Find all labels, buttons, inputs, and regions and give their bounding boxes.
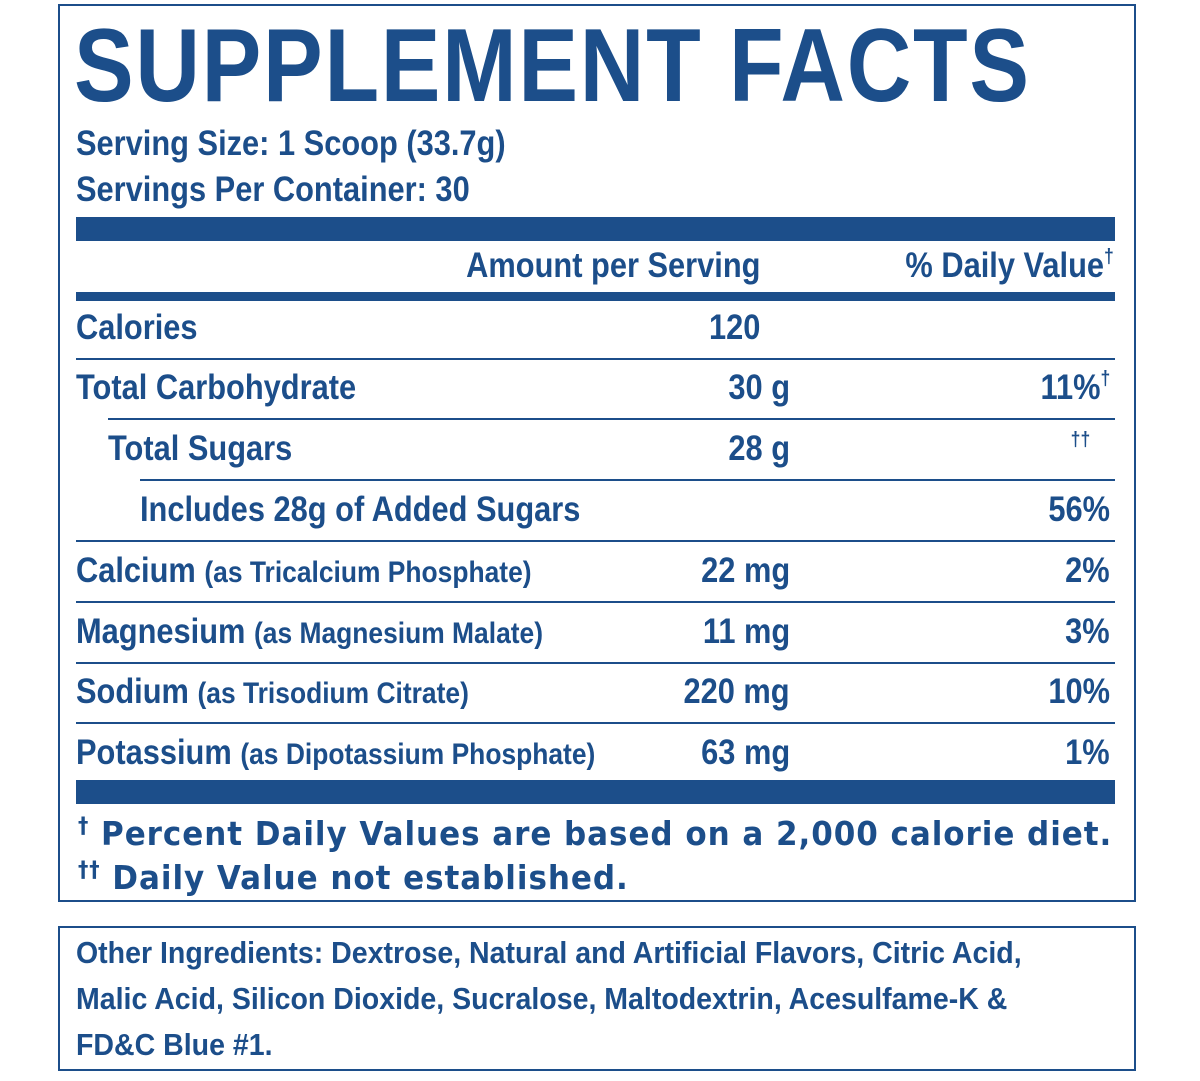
nutrient-label: Total Carbohydrate — [76, 368, 357, 407]
footnote-not-established: †† Daily Value not established. — [78, 858, 629, 897]
nutrient-source: (as Tricalcium Phosphate) — [204, 556, 532, 589]
nutrient-source: (as Magnesium Malate) — [254, 617, 544, 650]
nutrient-daily-value: †† — [1070, 429, 1090, 451]
nutrient-amount: 28 g — [728, 429, 790, 468]
nutrient-amount: 22 mg — [700, 551, 790, 590]
thick-bar-top — [76, 217, 1115, 241]
servings-per-container: Servings Per Container: 30 — [76, 170, 470, 209]
nutrient-amount: 120 — [708, 308, 760, 347]
nutrient-daily-value: 10% — [1048, 672, 1110, 711]
other-ingredients-list: Dextrose, Natural and Artificial Flavors… — [76, 935, 1022, 1062]
dv-header: % Daily Value† — [905, 246, 1114, 285]
nutrient-amount: 11 mg — [702, 612, 790, 651]
nutrient-label: Total Sugars — [108, 429, 293, 468]
panel-title: SUPPLEMENT FACTS — [74, 8, 1031, 124]
nutrient-source: (as Trisodium Citrate) — [197, 677, 469, 710]
supplement-facts-panel: SUPPLEMENT FACTS Serving Size: 1 Scoop (… — [58, 4, 1136, 902]
nutrient-label: Calories — [76, 308, 198, 347]
nutrient-source: (as Dipotassium Phosphate) — [240, 738, 596, 771]
row-divider — [76, 358, 1115, 360]
nutrient-daily-value: 3% — [1065, 612, 1110, 651]
nutrient-daily-value: 11%† — [1040, 368, 1110, 407]
nutrient-daily-value: 2% — [1065, 551, 1110, 590]
medium-bar — [76, 292, 1115, 301]
nutrient-label: Sodium (as Trisodium Citrate) — [76, 672, 469, 711]
nutrient-daily-value: 56% — [1048, 490, 1110, 529]
other-ingredients-panel: Other Ingredients: Dextrose, Natural and… — [58, 926, 1136, 1071]
thick-bar-bottom — [76, 780, 1115, 804]
footnote-dv: † Percent Daily Values are based on a 2,… — [78, 814, 1113, 853]
row-divider — [108, 418, 1115, 420]
nutrient-label: Calcium (as Tricalcium Phosphate) — [76, 551, 532, 590]
amount-header: Amount per Serving — [465, 246, 760, 285]
nutrient-daily-value: 1% — [1065, 733, 1110, 772]
row-divider — [76, 540, 1115, 542]
other-ingredients: Other Ingredients: Dextrose, Natural and… — [76, 930, 1051, 1068]
row-divider — [76, 662, 1115, 664]
other-ingredients-label: Other Ingredients: — [76, 935, 324, 970]
nutrient-amount: 63 mg — [700, 733, 790, 772]
nutrient-amount: 30 g — [728, 368, 790, 407]
serving-size: Serving Size: 1 Scoop (33.7g) — [76, 124, 506, 163]
nutrient-label: Includes 28g of Added Sugars — [140, 490, 581, 529]
row-divider — [76, 722, 1115, 724]
nutrient-label: Potassium (as Dipotassium Phosphate) — [76, 733, 596, 772]
nutrient-label: Magnesium (as Magnesium Malate) — [76, 612, 544, 651]
nutrient-amount: 220 mg — [683, 672, 790, 711]
row-divider — [76, 601, 1115, 603]
row-divider — [140, 479, 1115, 481]
